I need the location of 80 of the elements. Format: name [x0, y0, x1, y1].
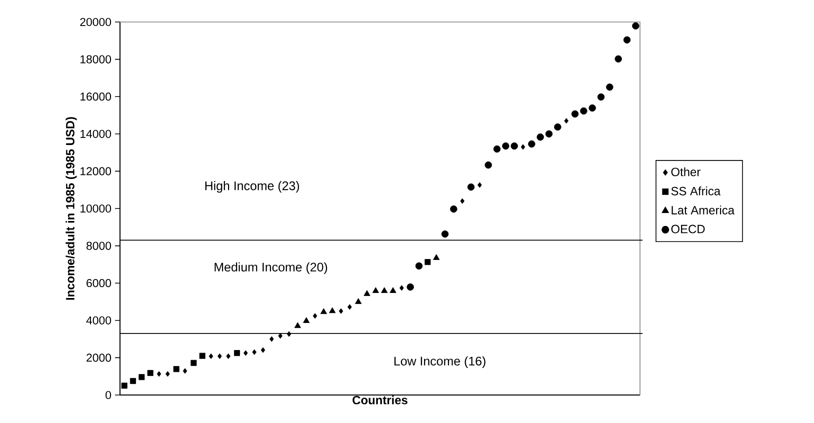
point [528, 140, 536, 148]
y-tick-label: 8000 [86, 242, 112, 250]
point [545, 130, 553, 138]
point [208, 353, 214, 359]
point [502, 142, 510, 150]
legend-label: OECD [671, 224, 705, 234]
point [415, 262, 423, 270]
point [493, 145, 501, 153]
point [400, 285, 404, 291]
annotation: Medium Income (20) [214, 262, 328, 274]
point [564, 118, 568, 124]
annotation: Low Income (16) [394, 356, 486, 368]
point [270, 336, 274, 342]
point [348, 304, 352, 310]
point [190, 360, 197, 366]
y-tick-label: 20000 [80, 18, 112, 26]
legend-label: Lat America [672, 206, 735, 214]
point [312, 313, 318, 319]
point [156, 371, 162, 377]
point [632, 22, 640, 30]
point [329, 307, 336, 314]
point [467, 183, 475, 191]
x-axis-title: Countries [352, 396, 408, 404]
y-tick-label: 2000 [86, 354, 112, 362]
point [623, 36, 631, 44]
point [450, 205, 458, 213]
annotation: High Income (23) [205, 181, 300, 193]
point [182, 368, 188, 374]
point [433, 254, 440, 260]
point [260, 347, 266, 353]
point [138, 374, 145, 380]
legend-label: SS Africa [671, 186, 721, 196]
legend-label: Other [671, 167, 700, 176]
y-tick-label: 4000 [86, 316, 112, 324]
y-tick-label: 0 [106, 390, 112, 400]
point [588, 104, 596, 112]
point [166, 371, 170, 377]
point [147, 370, 154, 376]
point [303, 317, 310, 323]
y-tick-label: 12000 [80, 167, 112, 176]
point [355, 298, 362, 304]
y-tick-label: 16000 [80, 92, 112, 101]
point [199, 352, 206, 359]
point [597, 93, 605, 101]
point [338, 308, 344, 314]
point [536, 133, 544, 141]
y-tick-label: 18000 [80, 55, 112, 64]
point [520, 144, 526, 150]
point [234, 350, 240, 356]
point [510, 142, 518, 150]
point [381, 287, 388, 293]
point [252, 349, 256, 355]
point [244, 350, 248, 356]
point [320, 308, 327, 314]
point [364, 290, 370, 296]
y-tick-label: 14000 [80, 130, 112, 138]
point [580, 107, 588, 115]
point [484, 161, 492, 169]
point [614, 55, 622, 63]
y-tick-label: 6000 [86, 279, 112, 288]
point [218, 353, 222, 359]
point [554, 123, 562, 131]
point [478, 182, 482, 188]
point [286, 331, 292, 337]
point [390, 287, 396, 293]
point [121, 382, 128, 389]
point [441, 230, 449, 238]
point [424, 259, 431, 266]
point [460, 198, 464, 204]
point [226, 353, 230, 359]
point [606, 83, 614, 91]
point [278, 333, 282, 339]
point [406, 283, 414, 291]
point [173, 366, 180, 372]
point [130, 378, 136, 384]
y-axis-title: Income/adult in 1985 (1985 USD) [66, 117, 77, 300]
y-tick-label: 10000 [80, 204, 112, 213]
point [294, 322, 301, 328]
point [571, 110, 579, 118]
point [372, 287, 379, 293]
